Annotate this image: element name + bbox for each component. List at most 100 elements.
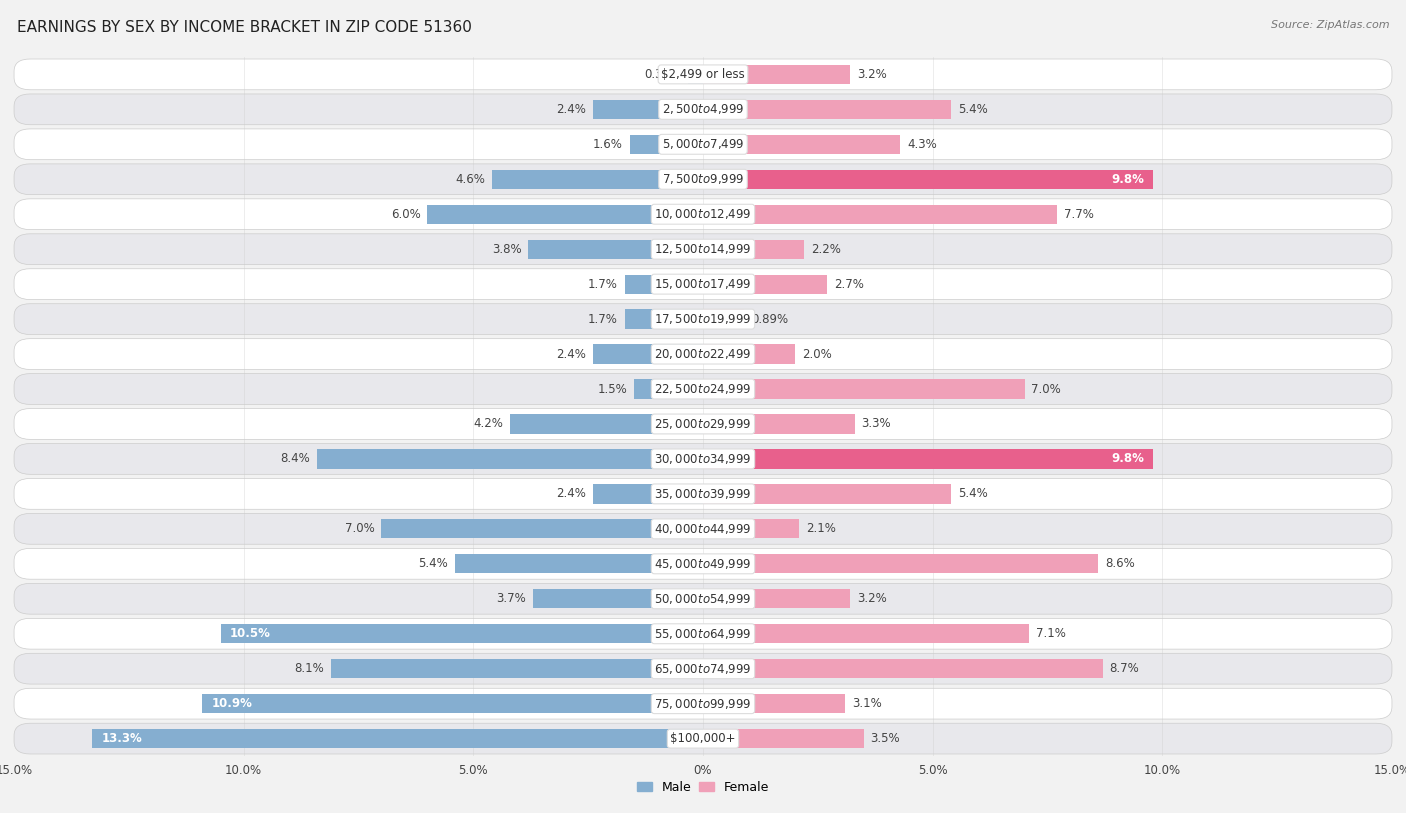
Text: 9.8%: 9.8%: [1111, 453, 1144, 465]
Text: $12,500 to $14,999: $12,500 to $14,999: [654, 242, 752, 256]
FancyBboxPatch shape: [14, 339, 1392, 369]
Text: $5,000 to $7,499: $5,000 to $7,499: [662, 137, 744, 151]
Text: $30,000 to $34,999: $30,000 to $34,999: [654, 452, 752, 466]
Text: 2.0%: 2.0%: [801, 348, 831, 360]
Text: 8.7%: 8.7%: [1109, 663, 1139, 675]
Text: 7.0%: 7.0%: [344, 523, 374, 535]
Bar: [330, 659, 703, 678]
FancyBboxPatch shape: [14, 689, 1392, 719]
FancyBboxPatch shape: [14, 549, 1392, 579]
FancyBboxPatch shape: [14, 59, 1392, 89]
FancyBboxPatch shape: [14, 269, 1392, 299]
Text: 3.5%: 3.5%: [870, 733, 900, 745]
Bar: [593, 485, 703, 503]
Text: 5.4%: 5.4%: [957, 488, 987, 500]
FancyBboxPatch shape: [14, 374, 1392, 404]
Text: 2.4%: 2.4%: [555, 103, 586, 115]
FancyBboxPatch shape: [14, 514, 1392, 544]
Text: 10.9%: 10.9%: [211, 698, 253, 710]
FancyBboxPatch shape: [14, 654, 1392, 684]
Text: 0.89%: 0.89%: [751, 313, 787, 325]
Bar: [703, 65, 851, 84]
Text: $17,500 to $19,999: $17,500 to $19,999: [654, 312, 752, 326]
FancyBboxPatch shape: [14, 199, 1392, 229]
Text: $45,000 to $49,999: $45,000 to $49,999: [654, 557, 752, 571]
FancyBboxPatch shape: [14, 584, 1392, 614]
Text: 3.3%: 3.3%: [862, 418, 891, 430]
FancyBboxPatch shape: [14, 619, 1392, 649]
Bar: [703, 485, 950, 503]
FancyBboxPatch shape: [14, 304, 1392, 334]
Bar: [703, 520, 800, 538]
Text: $100,000+: $100,000+: [671, 733, 735, 745]
Text: 2.4%: 2.4%: [555, 488, 586, 500]
Bar: [318, 450, 703, 468]
Bar: [630, 135, 703, 154]
Bar: [510, 415, 703, 433]
Text: 3.2%: 3.2%: [856, 593, 887, 605]
FancyBboxPatch shape: [14, 479, 1392, 509]
Bar: [427, 205, 703, 224]
FancyBboxPatch shape: [14, 409, 1392, 439]
Bar: [221, 624, 703, 643]
Text: Source: ZipAtlas.com: Source: ZipAtlas.com: [1271, 20, 1389, 30]
Text: $10,000 to $12,499: $10,000 to $12,499: [654, 207, 752, 221]
Text: 3.2%: 3.2%: [856, 68, 887, 80]
Text: $40,000 to $44,999: $40,000 to $44,999: [654, 522, 752, 536]
Text: $20,000 to $22,499: $20,000 to $22,499: [654, 347, 752, 361]
Text: $2,499 or less: $2,499 or less: [661, 68, 745, 80]
Bar: [703, 205, 1057, 224]
Text: $7,500 to $9,999: $7,500 to $9,999: [662, 172, 744, 186]
Bar: [533, 589, 703, 608]
Bar: [703, 589, 851, 608]
Bar: [593, 100, 703, 119]
Text: 3.8%: 3.8%: [492, 243, 522, 255]
FancyBboxPatch shape: [14, 164, 1392, 194]
Text: 7.7%: 7.7%: [1063, 208, 1094, 220]
Text: $25,000 to $29,999: $25,000 to $29,999: [654, 417, 752, 431]
FancyBboxPatch shape: [14, 129, 1392, 159]
FancyBboxPatch shape: [14, 234, 1392, 264]
Text: $65,000 to $74,999: $65,000 to $74,999: [654, 662, 752, 676]
Text: $50,000 to $54,999: $50,000 to $54,999: [654, 592, 752, 606]
Text: 7.0%: 7.0%: [1032, 383, 1062, 395]
Bar: [624, 310, 703, 328]
Text: 1.7%: 1.7%: [588, 278, 619, 290]
Text: 3.7%: 3.7%: [496, 593, 526, 605]
Bar: [703, 275, 827, 293]
Text: 2.2%: 2.2%: [811, 243, 841, 255]
Bar: [688, 65, 703, 84]
Text: 7.1%: 7.1%: [1036, 628, 1066, 640]
Bar: [703, 450, 1153, 468]
Legend: Male, Female: Male, Female: [631, 776, 775, 799]
Text: 6.0%: 6.0%: [391, 208, 420, 220]
Text: 9.8%: 9.8%: [1111, 173, 1144, 185]
Text: 10.5%: 10.5%: [231, 628, 271, 640]
Bar: [703, 135, 900, 154]
Text: 5.4%: 5.4%: [419, 558, 449, 570]
Bar: [703, 100, 950, 119]
FancyBboxPatch shape: [14, 94, 1392, 124]
Bar: [202, 694, 703, 713]
Text: 4.6%: 4.6%: [456, 173, 485, 185]
Text: $35,000 to $39,999: $35,000 to $39,999: [654, 487, 752, 501]
Bar: [703, 659, 1102, 678]
Bar: [703, 729, 863, 748]
Text: 4.3%: 4.3%: [907, 138, 938, 150]
Text: 4.2%: 4.2%: [474, 418, 503, 430]
Bar: [529, 240, 703, 259]
Text: $15,000 to $17,499: $15,000 to $17,499: [654, 277, 752, 291]
Text: $55,000 to $64,999: $55,000 to $64,999: [654, 627, 752, 641]
Text: $22,500 to $24,999: $22,500 to $24,999: [654, 382, 752, 396]
Bar: [703, 310, 744, 328]
Text: EARNINGS BY SEX BY INCOME BRACKET IN ZIP CODE 51360: EARNINGS BY SEX BY INCOME BRACKET IN ZIP…: [17, 20, 472, 35]
Bar: [634, 380, 703, 398]
Bar: [492, 170, 703, 189]
Text: 8.6%: 8.6%: [1105, 558, 1135, 570]
Text: 1.5%: 1.5%: [598, 383, 627, 395]
Text: 5.4%: 5.4%: [957, 103, 987, 115]
FancyBboxPatch shape: [14, 724, 1392, 754]
Bar: [703, 554, 1098, 573]
Bar: [381, 520, 703, 538]
Text: 8.4%: 8.4%: [281, 453, 311, 465]
